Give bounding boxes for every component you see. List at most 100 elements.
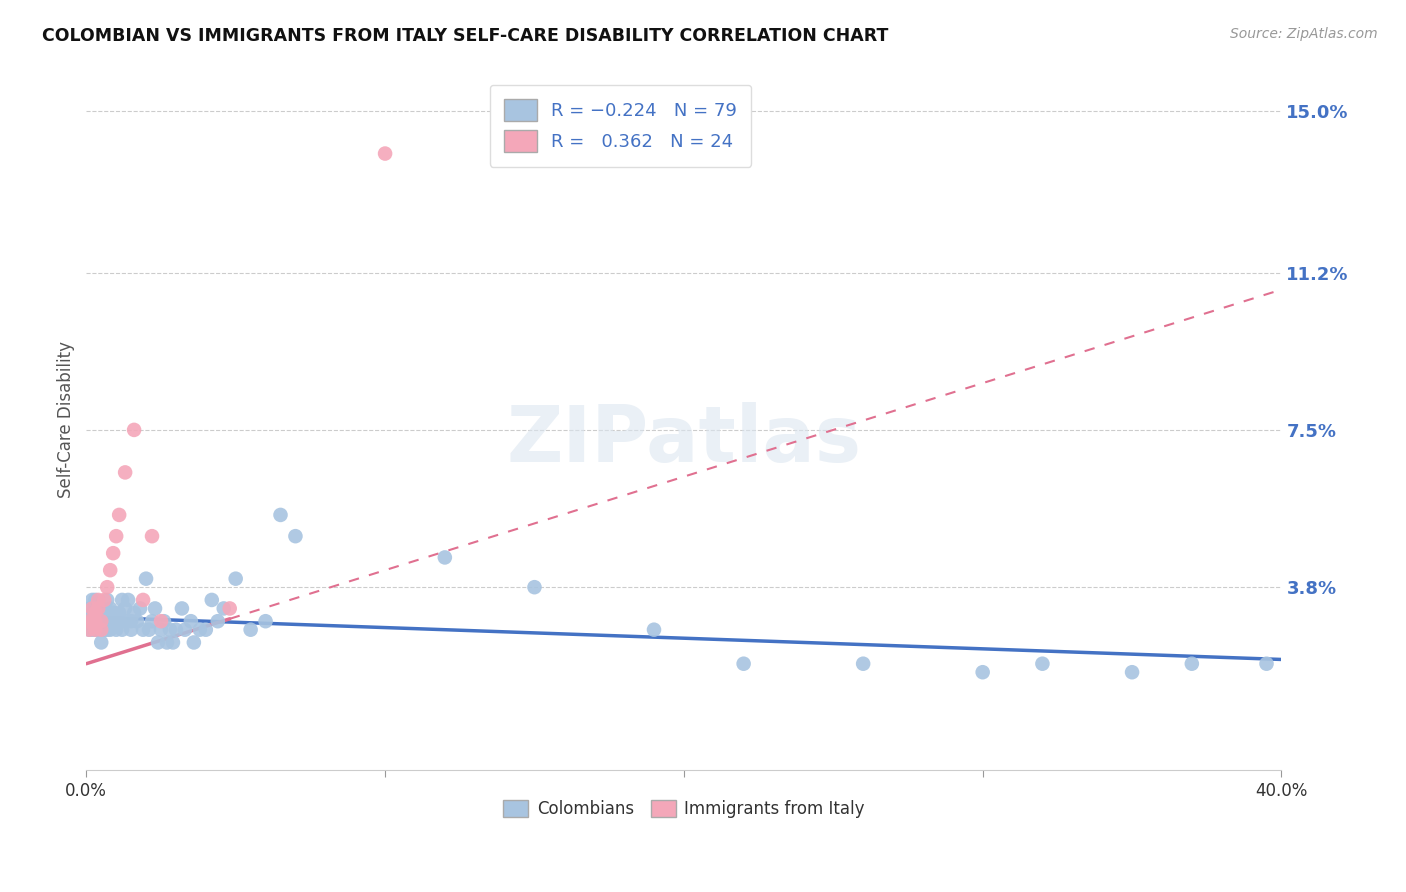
Point xyxy=(77,623,100,637)
Point xyxy=(108,606,131,620)
Point xyxy=(84,601,107,615)
Point xyxy=(96,623,118,637)
Point xyxy=(90,601,112,615)
Point xyxy=(159,623,181,637)
Point xyxy=(643,623,665,637)
Point xyxy=(87,614,110,628)
Point xyxy=(218,601,240,615)
Point xyxy=(127,614,149,628)
Point xyxy=(129,601,152,615)
Point xyxy=(77,614,100,628)
Point xyxy=(77,614,100,628)
Point xyxy=(153,614,176,628)
Point xyxy=(122,606,145,620)
Point xyxy=(84,623,107,637)
Point xyxy=(108,614,131,628)
Point xyxy=(101,606,124,620)
Point xyxy=(141,614,163,628)
Point xyxy=(90,614,112,628)
Point xyxy=(138,623,160,637)
Point xyxy=(122,423,145,437)
Point xyxy=(170,601,193,615)
Point xyxy=(150,623,173,637)
Point xyxy=(101,546,124,560)
Point xyxy=(93,593,115,607)
Point xyxy=(180,614,202,628)
Point xyxy=(105,614,128,628)
Point xyxy=(77,623,100,637)
Point xyxy=(135,572,157,586)
Point xyxy=(82,614,104,628)
Point xyxy=(141,529,163,543)
Point xyxy=(105,623,128,637)
Point xyxy=(114,614,136,628)
Point xyxy=(1121,665,1143,680)
Point xyxy=(270,508,292,522)
Point xyxy=(972,665,994,680)
Point xyxy=(90,623,112,637)
Point xyxy=(101,614,124,628)
Point xyxy=(114,466,136,480)
Point xyxy=(156,635,179,649)
Point xyxy=(1031,657,1053,671)
Point xyxy=(77,601,100,615)
Point xyxy=(82,614,104,628)
Point xyxy=(87,601,110,615)
Point xyxy=(212,601,235,615)
Point xyxy=(165,623,187,637)
Point xyxy=(108,508,131,522)
Point xyxy=(188,623,211,637)
Point xyxy=(82,623,104,637)
Point xyxy=(852,657,875,671)
Point xyxy=(96,614,118,628)
Point xyxy=(239,623,262,637)
Point xyxy=(111,593,134,607)
Point xyxy=(120,623,142,637)
Point xyxy=(201,593,224,607)
Point xyxy=(87,593,110,607)
Point xyxy=(98,614,121,628)
Point xyxy=(117,593,139,607)
Point xyxy=(225,572,247,586)
Point xyxy=(1181,657,1204,671)
Point xyxy=(284,529,307,543)
Point xyxy=(98,563,121,577)
Point xyxy=(207,614,229,628)
Point xyxy=(1256,657,1278,671)
Point xyxy=(111,623,134,637)
Point xyxy=(84,614,107,628)
Text: COLOMBIAN VS IMMIGRANTS FROM ITALY SELF-CARE DISABILITY CORRELATION CHART: COLOMBIAN VS IMMIGRANTS FROM ITALY SELF-… xyxy=(42,27,889,45)
Point xyxy=(96,580,118,594)
Point xyxy=(254,614,277,628)
Point xyxy=(84,623,107,637)
Point xyxy=(90,635,112,649)
Point xyxy=(84,614,107,628)
Point xyxy=(114,601,136,615)
Point xyxy=(120,614,142,628)
Point xyxy=(90,623,112,637)
Point xyxy=(84,606,107,620)
Point xyxy=(374,146,396,161)
Point xyxy=(87,623,110,637)
Point xyxy=(82,593,104,607)
Text: ZIPatlas: ZIPatlas xyxy=(506,402,862,478)
Point xyxy=(98,623,121,637)
Point xyxy=(132,593,155,607)
Text: Source: ZipAtlas.com: Source: ZipAtlas.com xyxy=(1230,27,1378,41)
Point xyxy=(523,580,546,594)
Point xyxy=(132,623,155,637)
Point xyxy=(82,601,104,615)
Point xyxy=(93,623,115,637)
Point xyxy=(143,601,166,615)
Point xyxy=(146,635,169,649)
Point xyxy=(183,635,205,649)
Y-axis label: Self-Care Disability: Self-Care Disability xyxy=(58,341,75,498)
Point xyxy=(105,529,128,543)
Point xyxy=(96,593,118,607)
Point xyxy=(433,550,456,565)
Point xyxy=(733,657,755,671)
Point xyxy=(84,593,107,607)
Point xyxy=(194,623,217,637)
Point xyxy=(90,614,112,628)
Point xyxy=(93,614,115,628)
